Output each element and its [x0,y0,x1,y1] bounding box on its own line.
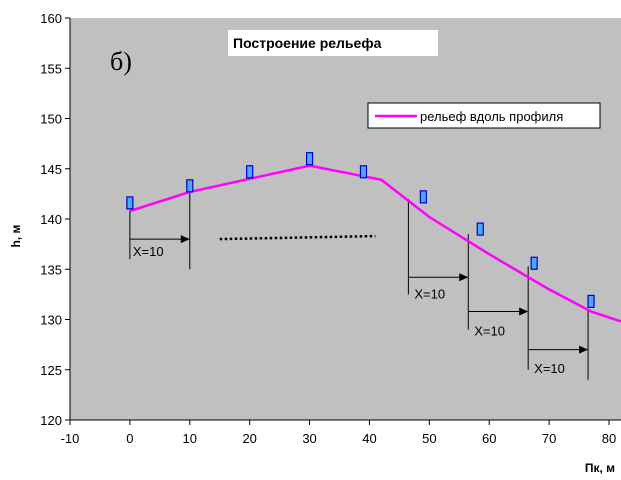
x-tick-label: 30 [302,431,316,446]
annotation-arrow-head [180,235,190,244]
x-axis-title: Пк, м [585,461,615,475]
data-point-marker [587,294,595,309]
y-tick-label: 130 [40,313,62,328]
x-tick-label: 40 [362,431,376,446]
y-axis-title: h, м [9,224,23,247]
x-tick-label: 70 [542,431,556,446]
x-axis-ticks: -10 0 10 20 30 40 50 60 70 80 [61,420,616,446]
annotation-label: X=10 [414,286,445,301]
panel-label: б) [110,47,132,76]
annotation-label: X=10 [133,244,164,259]
chart-title: Построение рельефа [233,35,382,51]
y-tick-label: 150 [40,112,62,127]
series-line [129,164,621,323]
y-axis-ticks: 120 125 130 135 140 145 150 155 160 [40,11,70,428]
data-point-marker [359,165,368,179]
annotation-dotted-line [219,234,376,241]
y-tick-label: 145 [40,162,62,177]
annotation-layer: X=10 X=10 X=10 X=10 [129,191,589,380]
y-tick-label: 120 [40,413,62,428]
data-point-marker [126,196,134,210]
plot-area [70,18,621,420]
y-tick-label: 155 [40,61,62,76]
x-tick-label: 0 [126,431,133,446]
x-tick-label: -10 [61,431,80,446]
x-tick-label: 80 [602,431,616,446]
data-point-marker [246,165,254,179]
series-layer [129,164,621,323]
annotation-label: X=10 [474,324,505,339]
x-tick-label: 20 [242,431,256,446]
annotation-arrow-head [459,273,469,282]
data-point-marker [419,190,427,204]
x-tick-label: 50 [422,431,436,446]
data-point-marker [186,179,194,193]
annotation-arrow-head [519,307,529,316]
marker-layer [126,152,595,309]
annotation-arrow-head [579,345,589,354]
legend-label: рельеф вдоль профиля [420,109,563,124]
y-tick-label: 135 [40,262,62,277]
y-tick-label: 160 [40,11,62,26]
legend: рельеф вдоль профиля [367,102,601,129]
annotation-label: X=10 [534,361,565,376]
y-tick-label: 140 [40,212,62,227]
y-tick-label: 125 [40,363,62,378]
data-point-marker [476,222,484,236]
chart-title-box: Построение рельефа [228,30,438,56]
data-point-marker [305,152,314,166]
data-point-marker [530,256,538,270]
x-tick-label: 60 [482,431,496,446]
x-tick-label: 10 [183,431,197,446]
